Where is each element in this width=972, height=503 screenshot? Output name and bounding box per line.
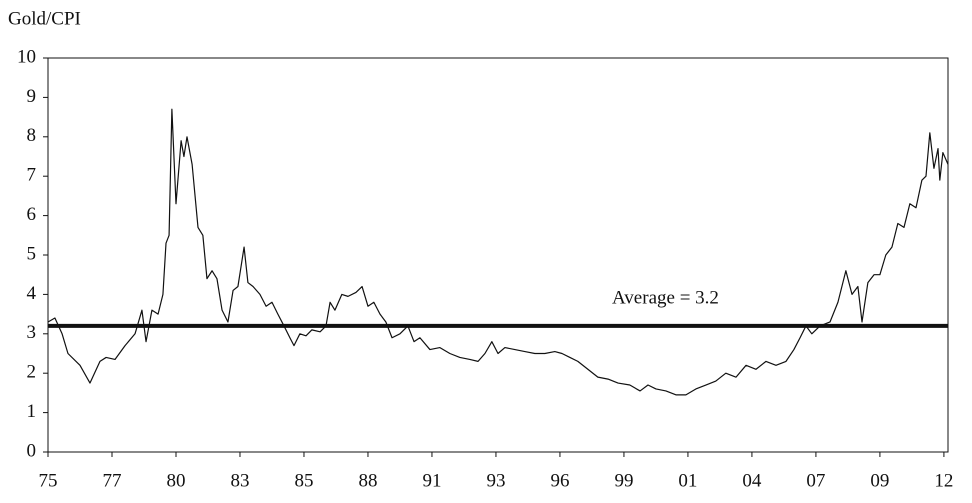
y-tick-label: 10 xyxy=(17,46,36,67)
y-tick-label: 4 xyxy=(27,283,37,304)
x-tick-label: 12 xyxy=(934,470,953,491)
y-tick-label: 7 xyxy=(27,165,37,186)
x-tick-label: 85 xyxy=(294,470,313,491)
x-tick-label: 96 xyxy=(550,470,569,491)
x-tick-label: 83 xyxy=(230,470,249,491)
x-tick-label: 75 xyxy=(39,470,58,491)
x-tick-label: 77 xyxy=(102,470,121,491)
x-tick-label: 91 xyxy=(422,470,441,491)
y-tick-label: 3 xyxy=(27,322,37,343)
y-tick-label: 6 xyxy=(27,204,37,225)
y-tick-label: 8 xyxy=(27,125,37,146)
x-tick-label: 09 xyxy=(870,470,889,491)
y-tick-label: 2 xyxy=(27,362,37,383)
x-tick-label: 99 xyxy=(614,470,633,491)
x-tick-label: 93 xyxy=(486,470,505,491)
x-tick-label: 88 xyxy=(358,470,377,491)
x-tick-label: 01 xyxy=(678,470,697,491)
y-axis-label: Gold/CPI xyxy=(8,8,81,29)
y-tick-label: 5 xyxy=(27,243,37,264)
average-label: Average = 3.2 xyxy=(612,287,719,308)
y-tick-label: 0 xyxy=(27,440,37,461)
data-line xyxy=(47,108,949,396)
plot-frame xyxy=(47,57,949,453)
x-tick-label: 80 xyxy=(166,470,185,491)
x-tick-label: 04 xyxy=(742,470,762,491)
y-tick-label: 9 xyxy=(27,86,37,107)
x-tick-label: 07 xyxy=(806,470,825,491)
y-tick-label: 1 xyxy=(27,401,37,422)
